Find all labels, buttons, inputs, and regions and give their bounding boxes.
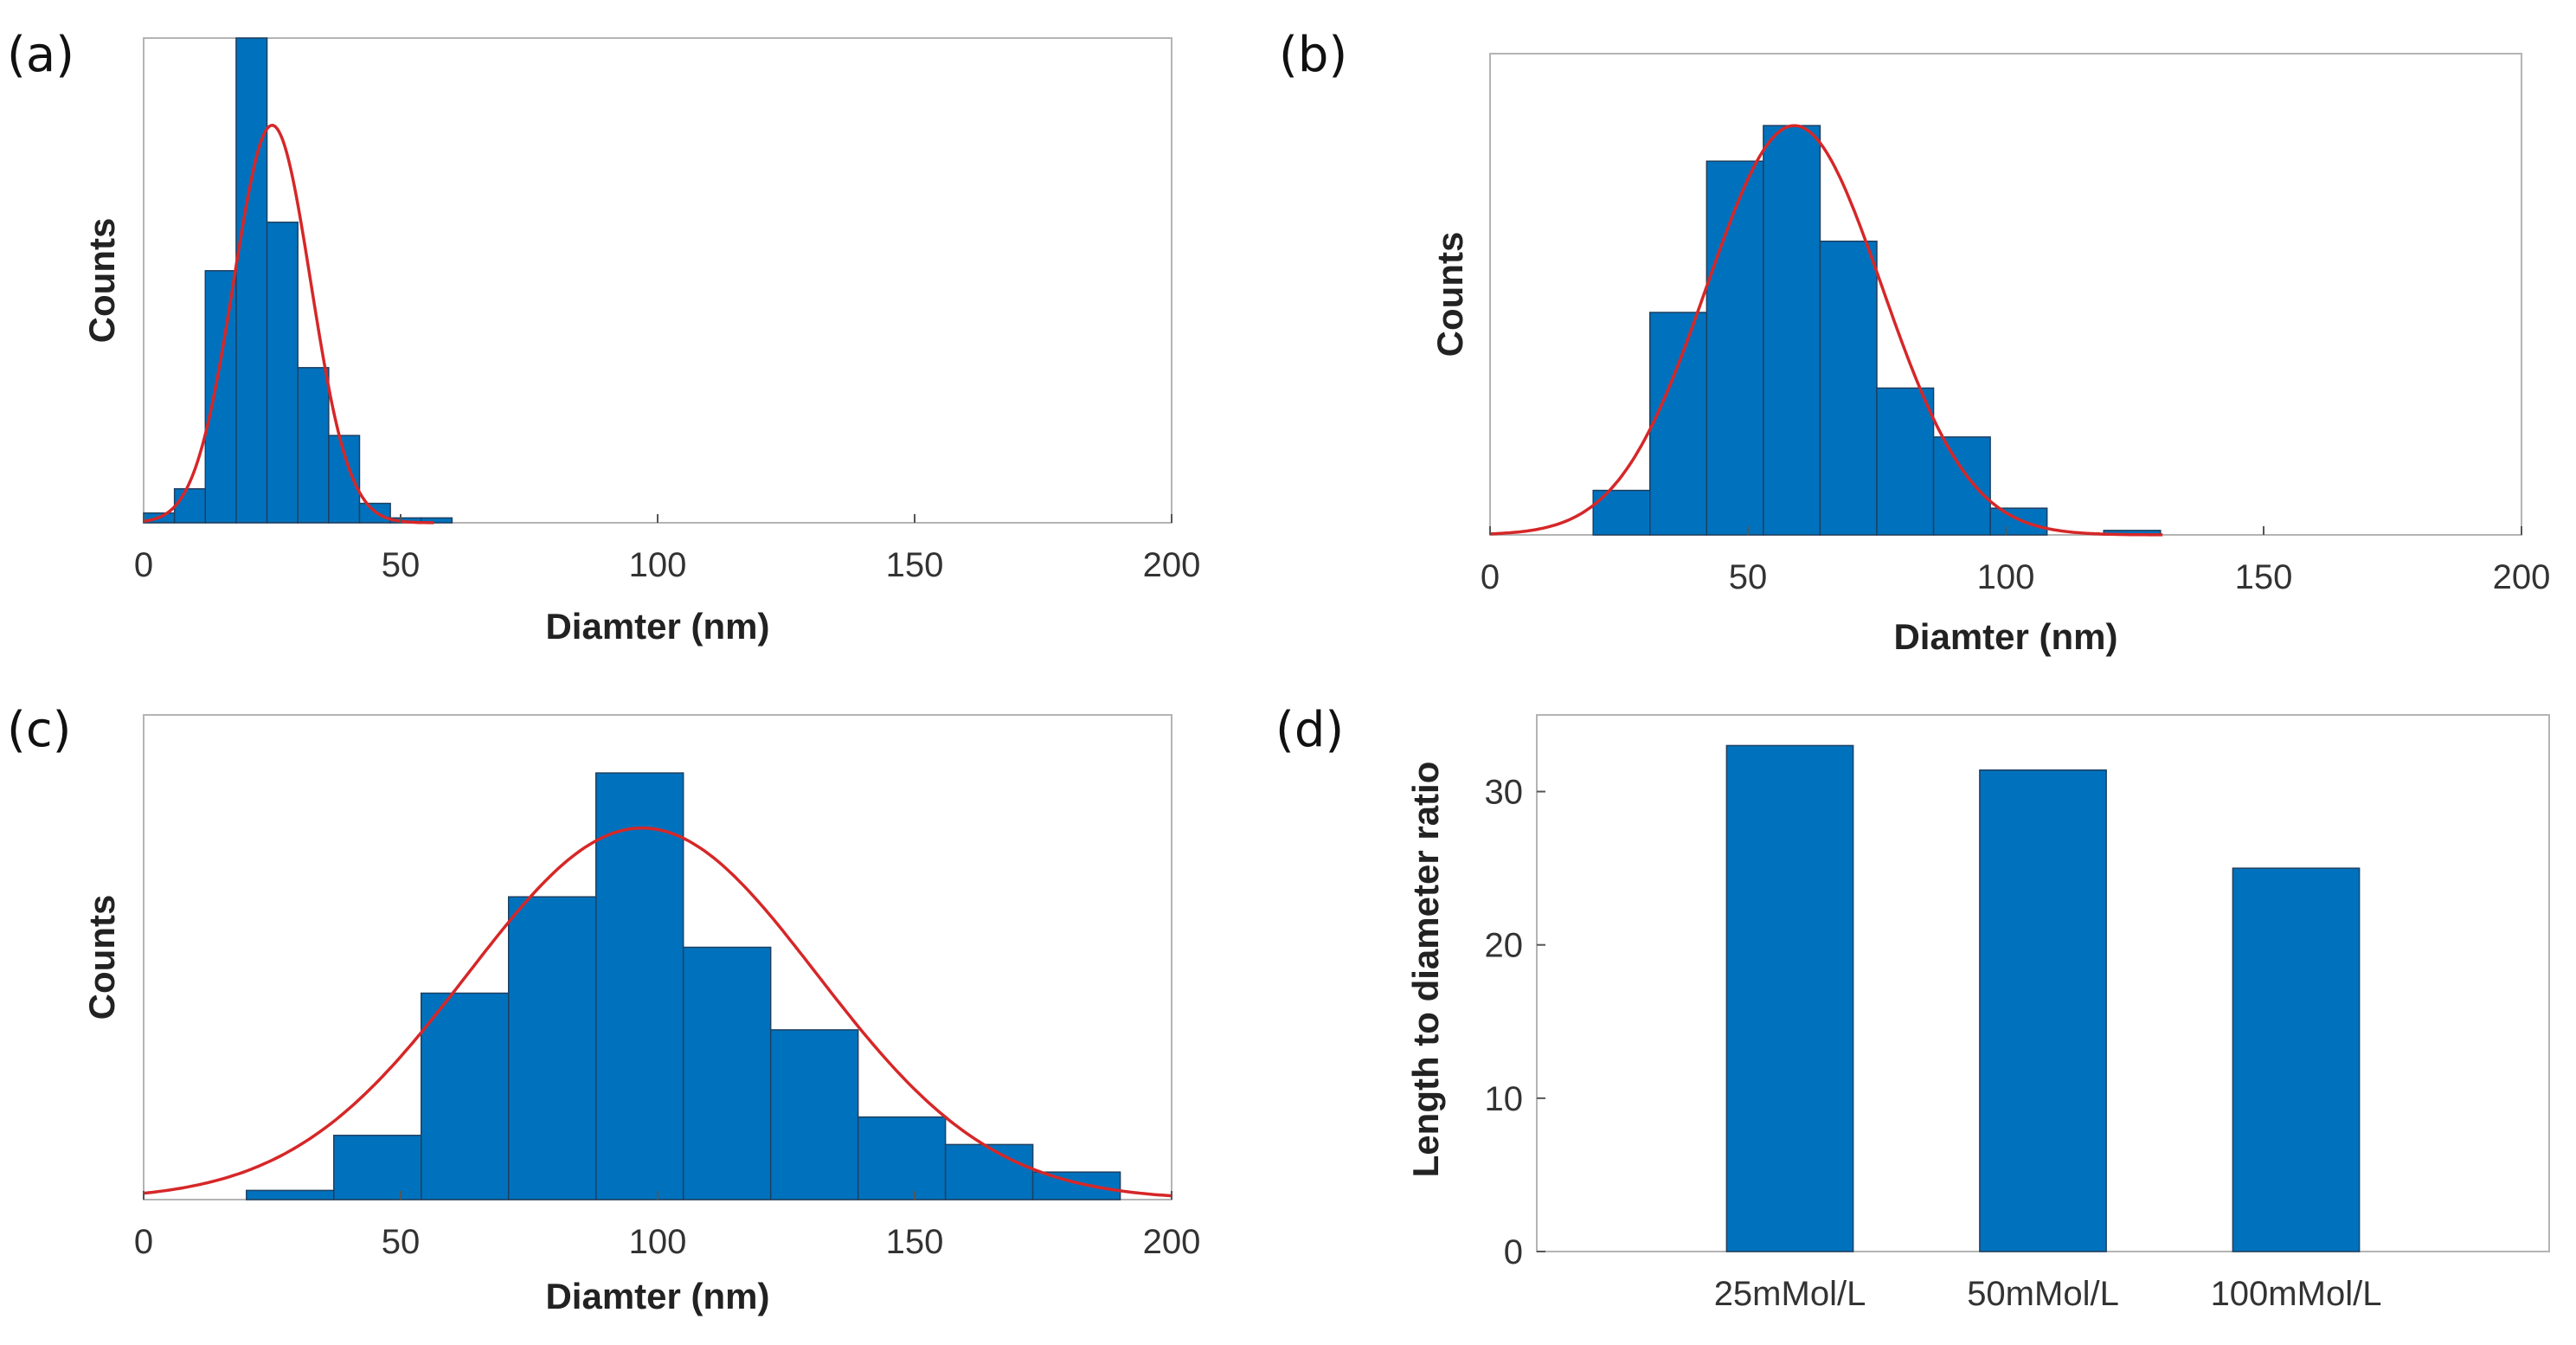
histogram-bar xyxy=(1649,312,1708,536)
histogram-bar xyxy=(682,946,772,1200)
histogram-bar xyxy=(204,270,237,524)
x-tick-labels-c: 0 50 100 150 200 xyxy=(134,1223,1201,1261)
category-label: 50mMol/L xyxy=(1967,1275,2119,1313)
panel-label-a: (a) xyxy=(7,27,74,83)
category-bar xyxy=(2232,867,2361,1252)
x-tick-label: 200 xyxy=(1143,1223,1201,1261)
histogram-bar xyxy=(1706,160,1764,536)
gaussian-fit-curve-c xyxy=(143,826,1172,1198)
histogram-bar xyxy=(235,37,268,524)
x-category-labels-d: 25mMol/L 50mMol/L 100mMol/L xyxy=(1714,1275,2382,1313)
category-bar xyxy=(1979,769,2107,1252)
histogram-bar xyxy=(1031,1171,1121,1200)
histogram-bar xyxy=(1989,507,2048,536)
histogram-bars-b xyxy=(1592,125,2162,536)
x-tick-label: 50 xyxy=(1729,558,1768,596)
histogram-bar xyxy=(507,896,597,1200)
x-tick-label: 100 xyxy=(1977,558,2035,596)
histogram-bar xyxy=(944,1143,1034,1200)
x-tick-label: 50 xyxy=(382,1223,421,1261)
panel-d: (d) 0 10 20 30 25mMol/L 50mMol/L 100mMol… xyxy=(1275,702,2550,1313)
histogram-bar xyxy=(594,772,684,1200)
histogram-bar xyxy=(1763,125,1821,536)
x-tick-label: 100 xyxy=(629,1223,687,1261)
x-tick-label: 200 xyxy=(1143,546,1201,584)
x-tick-label: 0 xyxy=(134,1223,153,1261)
y-axis-title-d: Length to diameter ratio xyxy=(1405,762,1446,1178)
histogram-bar xyxy=(333,1135,422,1200)
y-tick-labels-d: 0 10 20 30 xyxy=(1485,774,1524,1271)
y-axis-title-c: Counts xyxy=(81,895,122,1020)
histogram-bars-a xyxy=(143,37,453,524)
gaussian-fit-curve-b xyxy=(1489,124,2163,537)
x-axis-title-c: Diamter (nm) xyxy=(545,1276,769,1316)
histogram-bar xyxy=(421,992,510,1200)
histogram-bar xyxy=(1819,241,1878,536)
plot-frame-b xyxy=(1489,53,2522,536)
histogram-bar xyxy=(1876,387,1935,536)
panel-b: (b) 0 50 100 150 200 Diamter (nm) Counts xyxy=(1279,27,2550,657)
gaussian-fit-curve-a xyxy=(143,124,434,524)
panel-label-d: (d) xyxy=(1275,702,1344,758)
x-tick-label: 150 xyxy=(886,1223,944,1261)
bars-d xyxy=(1725,744,2361,1252)
x-tick-labels-b: 0 50 100 150 200 xyxy=(1481,558,2551,596)
x-ticks-b xyxy=(1489,526,2522,535)
x-tick-labels-a: 0 50 100 150 200 xyxy=(134,546,1201,584)
histogram-bars-c xyxy=(246,772,1121,1200)
panel-label-b: (b) xyxy=(1279,27,1347,83)
x-axis-title-b: Diamter (nm) xyxy=(1893,616,2117,657)
category-label: 100mMol/L xyxy=(2211,1275,2382,1313)
x-tick-label: 150 xyxy=(2235,558,2293,596)
histogram-bar xyxy=(173,488,207,524)
y-tick-label: 0 xyxy=(1504,1233,1523,1271)
y-axis-title-b: Counts xyxy=(1429,232,1470,357)
x-tick-label: 50 xyxy=(382,546,421,584)
x-axis-title-a: Diamter (nm) xyxy=(545,606,769,647)
y-tick-label: 20 xyxy=(1485,927,1524,965)
category-label: 25mMol/L xyxy=(1714,1275,1866,1313)
histogram-bar xyxy=(246,1189,335,1200)
y-tick-label: 10 xyxy=(1485,1080,1524,1118)
histogram-bar xyxy=(421,517,453,524)
histogram-bar xyxy=(857,1116,947,1200)
panel-a: (a) 0 50 100 150 200 Diamter (nm) Counts xyxy=(7,27,1200,647)
y-axis-title-a: Counts xyxy=(81,218,122,344)
x-tick-label: 0 xyxy=(134,546,153,584)
x-tick-label: 100 xyxy=(629,546,687,584)
histogram-bar xyxy=(297,367,330,524)
histogram-bar xyxy=(266,222,299,524)
x-ticks-a xyxy=(143,514,1172,523)
x-tick-label: 200 xyxy=(2493,558,2551,596)
histogram-bar xyxy=(769,1029,859,1200)
x-ticks-c xyxy=(143,1191,1172,1200)
x-tick-label: 150 xyxy=(886,546,944,584)
x-tick-label: 0 xyxy=(1481,558,1500,596)
panel-label-c: (c) xyxy=(7,702,71,758)
panel-c: (c) 0 50 100 150 200 Diamter (nm) Counts xyxy=(7,702,1200,1316)
histogram-bar xyxy=(1932,436,1991,536)
y-tick-label: 30 xyxy=(1485,774,1524,812)
y-ticks-d xyxy=(1537,790,1545,1252)
category-bar xyxy=(1725,744,1854,1252)
